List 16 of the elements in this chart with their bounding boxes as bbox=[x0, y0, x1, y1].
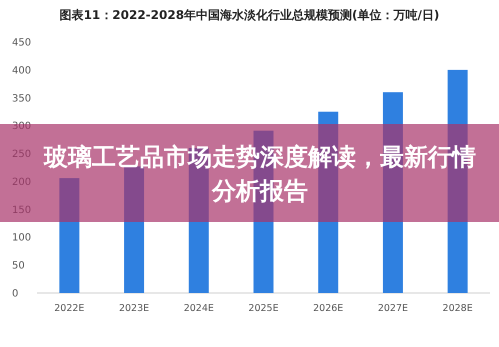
y-tick-label: 300 bbox=[12, 121, 32, 132]
y-tick-label: 350 bbox=[12, 93, 32, 104]
chart-title: 图表11：2022-2028年中国海水淡化行业总规模预测(单位：万吨/日) bbox=[60, 8, 440, 22]
y-tick-label: 450 bbox=[12, 38, 32, 48]
x-tick-label: 2022E bbox=[54, 303, 84, 314]
annotation: 玻璃工艺品市场走势深度解读，最新行情分析报告 bbox=[42, 142, 477, 207]
y-tick-label: 0 bbox=[12, 288, 18, 300]
y-tick-label: 400 bbox=[12, 65, 32, 76]
y-tick-label: 100 bbox=[12, 232, 32, 244]
x-tick-label: 2025E bbox=[248, 303, 279, 314]
x-tick-label: 2023E bbox=[118, 303, 150, 314]
y-tick-label: 50 bbox=[12, 260, 25, 272]
x-tick-label: 2027E bbox=[378, 303, 408, 314]
x-tick-label: 2024E bbox=[184, 303, 214, 314]
x-tick-label: 2028E bbox=[442, 303, 473, 314]
x-tick-label: 2026E bbox=[313, 303, 344, 314]
